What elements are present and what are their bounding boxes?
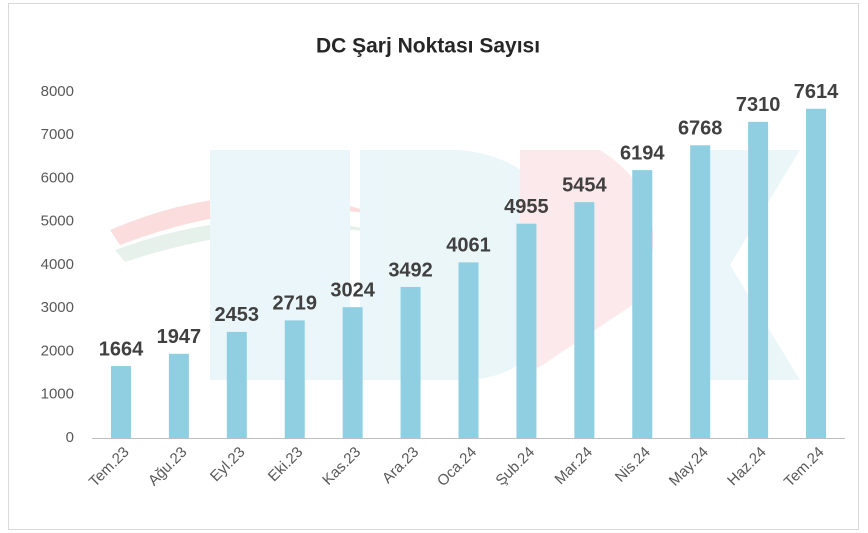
bar [748,121,769,438]
y-tick-label: 3000 [41,299,74,316]
value-label: 3024 [330,279,375,301]
bar [632,170,653,438]
y-tick-label: 5000 [41,213,74,230]
y-tick-label: 2000 [41,342,74,359]
y-tick-label: 0 [66,429,74,446]
bar [168,353,189,438]
bar [110,366,131,438]
value-label: 2453 [215,304,260,326]
value-label: 2719 [272,293,317,315]
bar [806,108,827,438]
value-label: 3492 [388,259,433,281]
chart-border [8,3,859,530]
value-label: 1947 [157,326,202,348]
bar [400,286,421,438]
y-tick-label: 6000 [41,169,74,186]
bar [690,145,711,438]
y-tick-label: 1000 [41,386,74,403]
y-tick-label: 4000 [41,256,74,273]
bar [284,320,305,438]
value-label: 6194 [620,142,665,164]
chart-title: DC Şarj Noktası Sayısı [316,35,540,58]
bar [574,202,595,438]
bar [458,262,479,438]
value-label: 4061 [446,235,491,257]
bar [342,307,363,438]
value-label: 6768 [678,118,723,140]
value-label: 7310 [736,94,781,116]
y-tick-label: 8000 [41,83,74,100]
bar [226,331,247,438]
value-label: 1664 [99,338,144,360]
y-tick-label: 7000 [41,126,74,143]
bar [516,223,537,438]
value-label: 5454 [562,174,607,196]
value-label: 4955 [504,196,549,218]
value-label: 7614 [794,81,839,103]
